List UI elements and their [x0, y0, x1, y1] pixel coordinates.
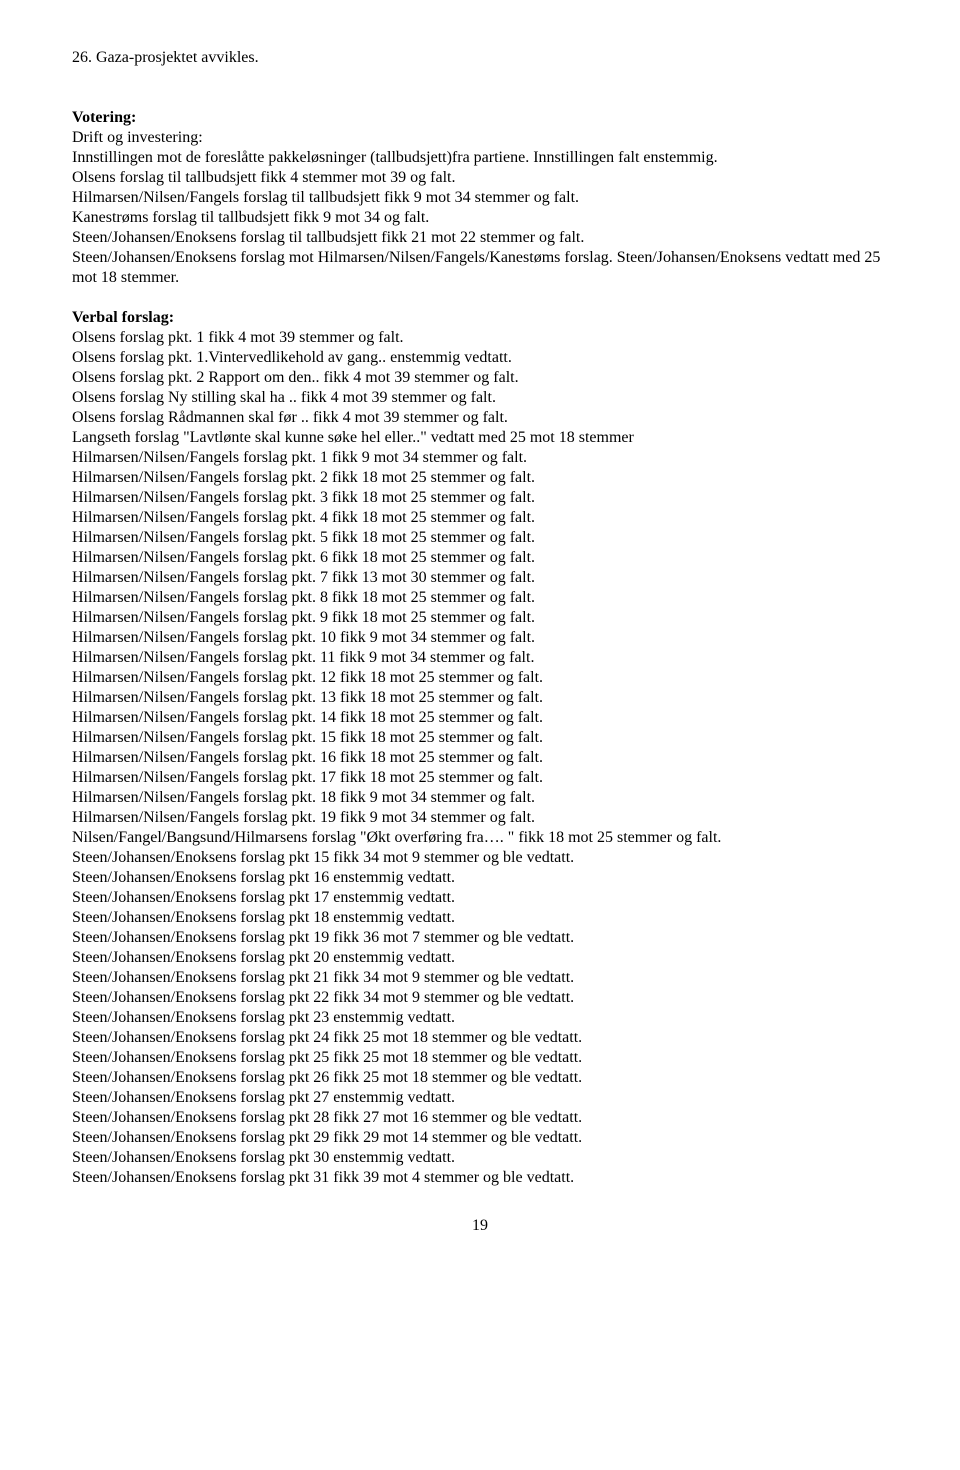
body-line: Hilmarsen/Nilsen/Fangels forslag pkt. 11… [72, 648, 888, 668]
body-line: Drift og investering: [72, 128, 888, 148]
body-line: Hilmarsen/Nilsen/Fangels forslag pkt. 9 … [72, 608, 888, 628]
body-line: Steen/Johansen/Enoksens forslag pkt 21 f… [72, 968, 888, 988]
body-line: Hilmarsen/Nilsen/Fangels forslag pkt. 10… [72, 628, 888, 648]
body-line: Steen/Johansen/Enoksens forslag pkt 19 f… [72, 928, 888, 948]
body-line: Steen/Johansen/Enoksens forslag pkt 24 f… [72, 1028, 888, 1048]
body-line: Steen/Johansen/Enoksens forslag pkt 31 f… [72, 1168, 888, 1188]
body-line: Hilmarsen/Nilsen/Fangels forslag pkt. 16… [72, 748, 888, 768]
votering-heading: Votering: [72, 108, 888, 128]
body-line: Steen/Johansen/Enoksens forslag pkt 15 f… [72, 848, 888, 868]
body-line: Steen/Johansen/Enoksens forslag pkt 25 f… [72, 1048, 888, 1068]
body-line: Innstillingen mot de foreslåtte pakkeløs… [72, 148, 888, 168]
body-line: Steen/Johansen/Enoksens forslag pkt 16 e… [72, 868, 888, 888]
body-line: Hilmarsen/Nilsen/Fangels forslag pkt. 12… [72, 668, 888, 688]
body-line: Nilsen/Fangel/Bangsund/Hilmarsens forsla… [72, 828, 888, 848]
body-line: Hilmarsen/Nilsen/Fangels forslag pkt. 5 … [72, 528, 888, 548]
body-line: Olsens forslag Ny stilling skal ha .. fi… [72, 388, 888, 408]
body-line: Steen/Johansen/Enoksens forslag pkt 28 f… [72, 1108, 888, 1128]
body-line: Olsens forslag til tallbudsjett fikk 4 s… [72, 168, 888, 188]
body-line: Hilmarsen/Nilsen/Fangels forslag pkt. 7 … [72, 568, 888, 588]
body-line: Kanestrøms forslag til tallbudsjett fikk… [72, 208, 888, 228]
body-line: Olsens forslag pkt. 1.Vintervedlikehold … [72, 348, 888, 368]
list-item-26: 26. Gaza-prosjektet avvikles. [72, 48, 888, 68]
body-line: Steen/Johansen/Enoksens forslag mot Hilm… [72, 248, 888, 288]
body-line: Hilmarsen/Nilsen/Fangels forslag pkt. 15… [72, 728, 888, 748]
body-line: Hilmarsen/Nilsen/Fangels forslag pkt. 3 … [72, 488, 888, 508]
body-line: Hilmarsen/Nilsen/Fangels forslag pkt. 18… [72, 788, 888, 808]
document-page: 26. Gaza-prosjektet avvikles. Votering: … [0, 0, 960, 1276]
body-line: Steen/Johansen/Enoksens forslag pkt 26 f… [72, 1068, 888, 1088]
body-line: Hilmarsen/Nilsen/Fangels forslag pkt. 17… [72, 768, 888, 788]
body-line: Steen/Johansen/Enoksens forslag pkt 20 e… [72, 948, 888, 968]
body-line: Olsens forslag pkt. 2 Rapport om den.. f… [72, 368, 888, 388]
body-line: Hilmarsen/Nilsen/Fangels forslag pkt. 19… [72, 808, 888, 828]
body-line: Olsens forslag pkt. 1 fikk 4 mot 39 stem… [72, 328, 888, 348]
body-line: Hilmarsen/Nilsen/Fangels forslag til tal… [72, 188, 888, 208]
verbal-forslag-heading: Verbal forslag: [72, 308, 888, 328]
body-line: Steen/Johansen/Enoksens forslag pkt 17 e… [72, 888, 888, 908]
page-number: 19 [72, 1216, 888, 1236]
spacer [72, 88, 888, 108]
spacer [72, 288, 888, 308]
body-line: Hilmarsen/Nilsen/Fangels forslag pkt. 4 … [72, 508, 888, 528]
body-line: Steen/Johansen/Enoksens forslag pkt 22 f… [72, 988, 888, 1008]
body-line: Hilmarsen/Nilsen/Fangels forslag pkt. 1 … [72, 448, 888, 468]
body-line: Steen/Johansen/Enoksens forslag pkt 23 e… [72, 1008, 888, 1028]
body-line: Steen/Johansen/Enoksens forslag pkt 30 e… [72, 1148, 888, 1168]
body-line: Steen/Johansen/Enoksens forslag pkt 27 e… [72, 1088, 888, 1108]
body-line: Steen/Johansen/Enoksens forslag til tall… [72, 228, 888, 248]
body-line: Langseth forslag "Lavtlønte skal kunne s… [72, 428, 888, 448]
body-line: Hilmarsen/Nilsen/Fangels forslag pkt. 13… [72, 688, 888, 708]
body-line: Hilmarsen/Nilsen/Fangels forslag pkt. 6 … [72, 548, 888, 568]
body-line: Steen/Johansen/Enoksens forslag pkt 18 e… [72, 908, 888, 928]
body-line: Olsens forslag Rådmannen skal før .. fik… [72, 408, 888, 428]
body-line: Hilmarsen/Nilsen/Fangels forslag pkt. 2 … [72, 468, 888, 488]
body-line: Hilmarsen/Nilsen/Fangels forslag pkt. 14… [72, 708, 888, 728]
body-line: Hilmarsen/Nilsen/Fangels forslag pkt. 8 … [72, 588, 888, 608]
body-line: Steen/Johansen/Enoksens forslag pkt 29 f… [72, 1128, 888, 1148]
spacer [72, 68, 888, 88]
